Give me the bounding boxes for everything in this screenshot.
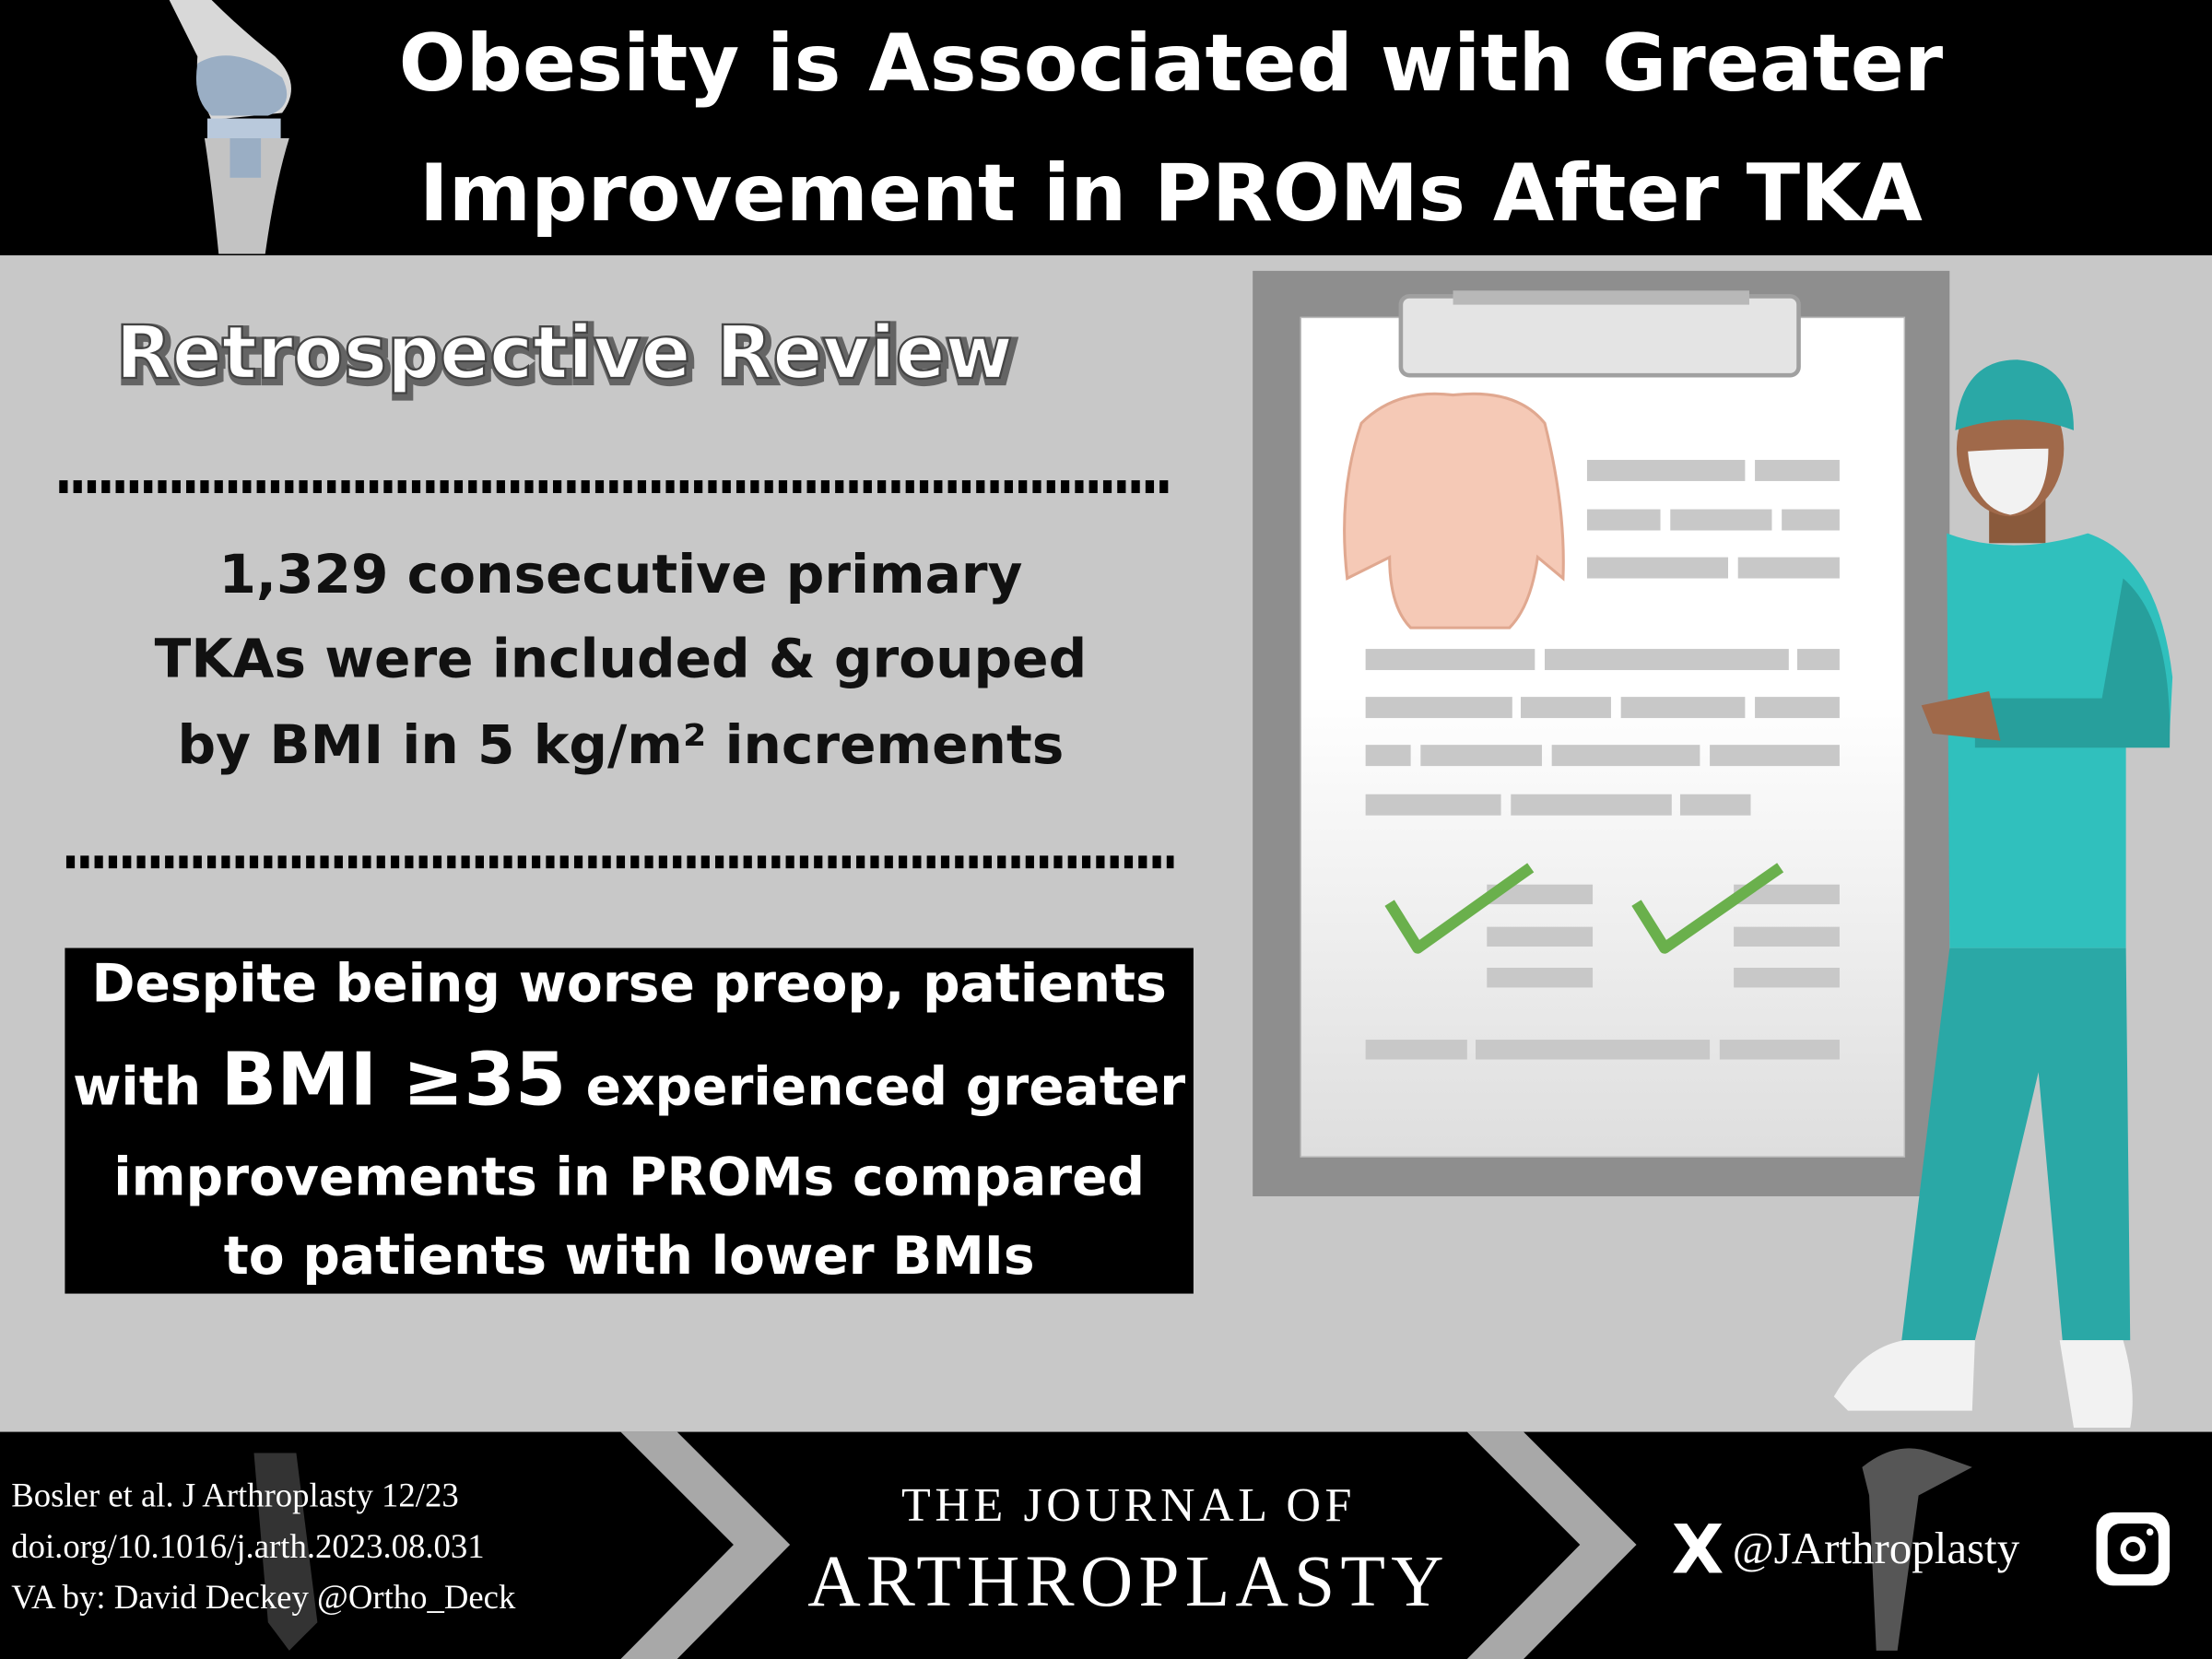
implant-icon xyxy=(253,1453,318,1651)
header-bar xyxy=(0,0,2212,256)
finding-text: experienced greater xyxy=(586,1056,1186,1117)
citation-line: doi.org/10.1016/j.arth.2023.08.031 xyxy=(11,1527,484,1565)
clipboard-illustration xyxy=(1253,270,1950,1196)
finding-line: improvements in PROMs compared xyxy=(113,1147,1145,1207)
title-line: Improvement in PROMs After TKA xyxy=(419,147,1923,240)
study-design: Retrospective Review xyxy=(116,310,1013,395)
journal-name: THE JOURNAL OF xyxy=(901,1479,1356,1532)
study-design-shadow: Retrospective Review xyxy=(119,312,1016,398)
finding-line: Despite being worse preop, patients xyxy=(91,954,1166,1015)
finding-highlight: BMI ≥35 xyxy=(221,1036,567,1122)
social-handle[interactable]: @JArthroplasty xyxy=(1733,1523,2020,1573)
finding-line: to patients with lower BMIs xyxy=(224,1226,1035,1287)
finding-box xyxy=(65,947,1194,1294)
footer-bar xyxy=(0,1431,2212,1659)
finding-text: with xyxy=(73,1056,201,1117)
instagram-icon[interactable] xyxy=(2096,1512,2171,1586)
hip-implant-icon xyxy=(1862,1448,1972,1651)
methods-line: 1,329 consecutive primary xyxy=(218,543,1022,606)
x-logo[interactable]: X xyxy=(1672,1512,1724,1590)
methods-line: by BMI in 5 kg/m² increments xyxy=(178,713,1065,776)
journal-name: ARTHROPLASTY xyxy=(807,1541,1450,1622)
knee-icon xyxy=(169,0,291,254)
finding-line: with BMI ≥35 experienced greater xyxy=(73,1036,1185,1122)
title-line: Obesity is Associated with Greater xyxy=(399,18,1944,110)
citation-line: VA by: David Deckey @Ortho_Deck xyxy=(11,1578,516,1616)
citation-line: Bosler et al. J Arthroplasty 12/23 xyxy=(11,1477,458,1514)
chevron xyxy=(1466,1431,1637,1659)
surgeon-illustration xyxy=(1833,359,2173,1428)
chevron xyxy=(620,1431,791,1659)
methods-line: TKAs were included & grouped xyxy=(155,628,1088,690)
